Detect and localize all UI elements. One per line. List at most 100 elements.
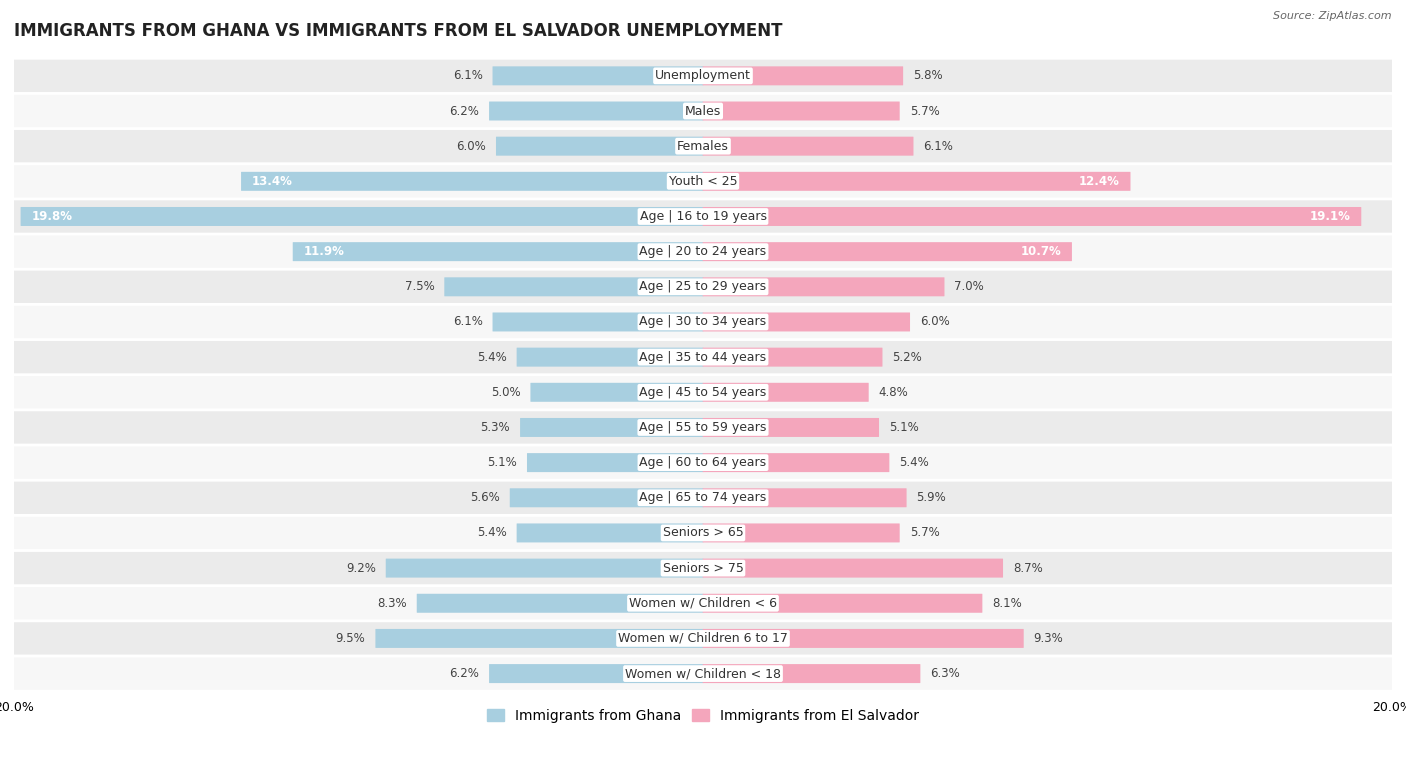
Text: Age | 16 to 19 years: Age | 16 to 19 years: [640, 210, 766, 223]
Text: 6.0%: 6.0%: [920, 316, 950, 329]
Text: Age | 35 to 44 years: Age | 35 to 44 years: [640, 350, 766, 363]
FancyBboxPatch shape: [703, 418, 879, 437]
FancyBboxPatch shape: [21, 207, 703, 226]
FancyBboxPatch shape: [510, 488, 703, 507]
FancyBboxPatch shape: [520, 418, 703, 437]
Text: Women w/ Children 6 to 17: Women w/ Children 6 to 17: [619, 632, 787, 645]
FancyBboxPatch shape: [14, 411, 1392, 444]
Text: 12.4%: 12.4%: [1078, 175, 1119, 188]
FancyBboxPatch shape: [703, 453, 890, 472]
Text: Age | 25 to 29 years: Age | 25 to 29 years: [640, 280, 766, 293]
Text: 5.4%: 5.4%: [477, 350, 506, 363]
FancyBboxPatch shape: [14, 165, 1392, 198]
FancyBboxPatch shape: [14, 376, 1392, 409]
FancyBboxPatch shape: [530, 383, 703, 402]
FancyBboxPatch shape: [527, 453, 703, 472]
Text: 9.5%: 9.5%: [336, 632, 366, 645]
Text: 8.3%: 8.3%: [377, 597, 406, 609]
FancyBboxPatch shape: [14, 517, 1392, 549]
FancyBboxPatch shape: [492, 313, 703, 332]
Text: 9.2%: 9.2%: [346, 562, 375, 575]
FancyBboxPatch shape: [703, 523, 900, 543]
Text: 5.6%: 5.6%: [470, 491, 499, 504]
FancyBboxPatch shape: [703, 593, 983, 612]
Text: 6.1%: 6.1%: [924, 140, 953, 153]
FancyBboxPatch shape: [516, 347, 703, 366]
Text: IMMIGRANTS FROM GHANA VS IMMIGRANTS FROM EL SALVADOR UNEMPLOYMENT: IMMIGRANTS FROM GHANA VS IMMIGRANTS FROM…: [14, 22, 783, 40]
Text: 5.3%: 5.3%: [481, 421, 510, 434]
FancyBboxPatch shape: [14, 306, 1392, 338]
FancyBboxPatch shape: [416, 593, 703, 612]
FancyBboxPatch shape: [14, 622, 1392, 655]
FancyBboxPatch shape: [703, 277, 945, 296]
Text: 8.7%: 8.7%: [1012, 562, 1043, 575]
FancyBboxPatch shape: [14, 481, 1392, 514]
FancyBboxPatch shape: [292, 242, 703, 261]
Text: Females: Females: [678, 140, 728, 153]
FancyBboxPatch shape: [703, 137, 914, 156]
Text: 6.2%: 6.2%: [450, 104, 479, 117]
Text: Age | 30 to 34 years: Age | 30 to 34 years: [640, 316, 766, 329]
Text: 5.4%: 5.4%: [477, 526, 506, 540]
FancyBboxPatch shape: [703, 242, 1071, 261]
FancyBboxPatch shape: [14, 60, 1392, 92]
Text: Women w/ Children < 6: Women w/ Children < 6: [628, 597, 778, 609]
FancyBboxPatch shape: [14, 447, 1392, 478]
FancyBboxPatch shape: [703, 172, 1130, 191]
FancyBboxPatch shape: [703, 664, 921, 683]
FancyBboxPatch shape: [703, 347, 883, 366]
Text: Males: Males: [685, 104, 721, 117]
Text: Age | 65 to 74 years: Age | 65 to 74 years: [640, 491, 766, 504]
Text: 19.1%: 19.1%: [1310, 210, 1351, 223]
Text: 7.0%: 7.0%: [955, 280, 984, 293]
FancyBboxPatch shape: [385, 559, 703, 578]
FancyBboxPatch shape: [444, 277, 703, 296]
Text: 5.9%: 5.9%: [917, 491, 946, 504]
FancyBboxPatch shape: [240, 172, 703, 191]
FancyBboxPatch shape: [14, 271, 1392, 303]
FancyBboxPatch shape: [703, 101, 900, 120]
Text: 5.1%: 5.1%: [488, 456, 517, 469]
Text: 9.3%: 9.3%: [1033, 632, 1063, 645]
FancyBboxPatch shape: [14, 587, 1392, 619]
Text: Age | 55 to 59 years: Age | 55 to 59 years: [640, 421, 766, 434]
FancyBboxPatch shape: [496, 137, 703, 156]
FancyBboxPatch shape: [14, 657, 1392, 690]
Text: 5.2%: 5.2%: [893, 350, 922, 363]
Text: 19.8%: 19.8%: [31, 210, 72, 223]
FancyBboxPatch shape: [14, 201, 1392, 232]
FancyBboxPatch shape: [516, 523, 703, 543]
Text: 5.7%: 5.7%: [910, 104, 939, 117]
Text: 6.0%: 6.0%: [456, 140, 486, 153]
Text: 6.1%: 6.1%: [453, 70, 482, 83]
FancyBboxPatch shape: [14, 130, 1392, 162]
Text: 6.1%: 6.1%: [453, 316, 482, 329]
Text: Age | 45 to 54 years: Age | 45 to 54 years: [640, 386, 766, 399]
Text: Age | 20 to 24 years: Age | 20 to 24 years: [640, 245, 766, 258]
Text: 5.7%: 5.7%: [910, 526, 939, 540]
Legend: Immigrants from Ghana, Immigrants from El Salvador: Immigrants from Ghana, Immigrants from E…: [481, 703, 925, 728]
FancyBboxPatch shape: [14, 235, 1392, 268]
Text: Seniors > 75: Seniors > 75: [662, 562, 744, 575]
FancyBboxPatch shape: [375, 629, 703, 648]
Text: 5.8%: 5.8%: [912, 70, 943, 83]
Text: Women w/ Children < 18: Women w/ Children < 18: [626, 667, 780, 680]
Text: 5.1%: 5.1%: [889, 421, 918, 434]
Text: Unemployment: Unemployment: [655, 70, 751, 83]
Text: Seniors > 65: Seniors > 65: [662, 526, 744, 540]
Text: 13.4%: 13.4%: [252, 175, 292, 188]
FancyBboxPatch shape: [703, 629, 1024, 648]
Text: 5.4%: 5.4%: [900, 456, 929, 469]
Text: 7.5%: 7.5%: [405, 280, 434, 293]
FancyBboxPatch shape: [703, 559, 1002, 578]
Text: Age | 60 to 64 years: Age | 60 to 64 years: [640, 456, 766, 469]
FancyBboxPatch shape: [14, 552, 1392, 584]
Text: 5.0%: 5.0%: [491, 386, 520, 399]
Text: 8.1%: 8.1%: [993, 597, 1022, 609]
FancyBboxPatch shape: [703, 67, 903, 86]
FancyBboxPatch shape: [703, 488, 907, 507]
Text: Youth < 25: Youth < 25: [669, 175, 737, 188]
Text: Source: ZipAtlas.com: Source: ZipAtlas.com: [1274, 11, 1392, 21]
FancyBboxPatch shape: [14, 341, 1392, 373]
FancyBboxPatch shape: [14, 95, 1392, 127]
